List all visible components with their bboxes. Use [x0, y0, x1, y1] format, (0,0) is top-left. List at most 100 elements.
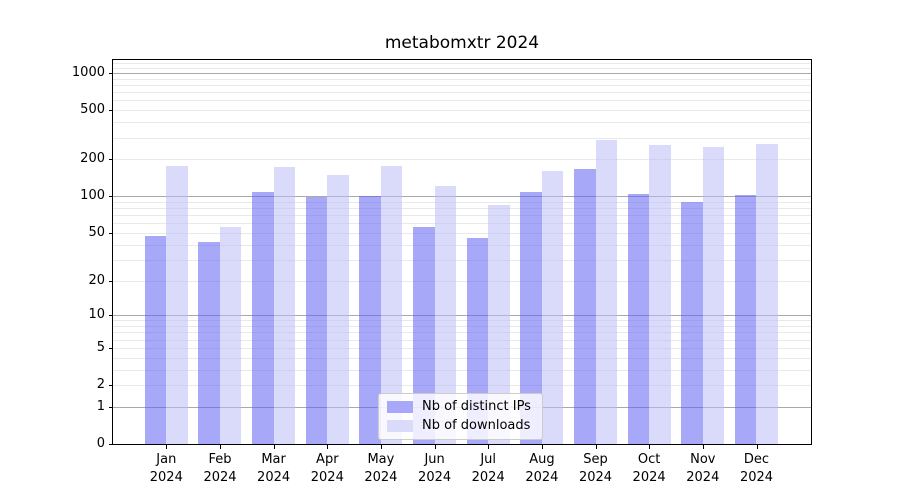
gridline	[113, 122, 811, 124]
x-tick-mark	[488, 445, 490, 449]
x-tick-month: Apr	[316, 452, 339, 467]
legend: Nb of distinct IPs Nb of downloads	[378, 393, 543, 440]
x-tick-label: Jul 2024	[456, 451, 520, 486]
x-tick-mark	[434, 445, 436, 449]
gridline	[113, 196, 811, 198]
y-tick-mark	[109, 196, 113, 198]
x-tick-month: May	[367, 452, 395, 467]
bar-nb-of-downloads-mar	[273, 166, 296, 444]
legend-item-downloads: Nb of downloads	[387, 418, 531, 433]
x-tick-label: Sep 2024	[564, 451, 628, 486]
y-tick-label: 0	[96, 436, 105, 451]
legend-label: Nb of downloads	[422, 418, 531, 433]
bar-nb-of-downloads-oct	[649, 144, 671, 444]
x-tick-label: Jun 2024	[403, 451, 467, 486]
x-tick-month: Oct	[637, 452, 661, 467]
x-tick-month: Dec	[743, 452, 770, 467]
y-tick-mark	[109, 280, 113, 282]
x-tick-label: Dec 2024	[725, 451, 789, 486]
bar-nb-of-distinct-ips-mar	[252, 192, 274, 444]
x-tick-year: 2024	[149, 469, 183, 485]
y-tick-mark	[109, 444, 113, 445]
bar-nb-of-downloads-sep	[595, 139, 617, 444]
x-tick-month: Mar	[261, 452, 286, 467]
bar-nb-of-downloads-jun	[434, 186, 457, 444]
bar-nb-of-distinct-ips-sep	[574, 168, 596, 444]
x-tick-month: Jul	[480, 452, 497, 467]
x-tick-mark	[756, 445, 758, 449]
y-tick-label: 1	[96, 398, 105, 414]
x-tick-year: 2024	[418, 469, 452, 485]
y-tick-mark	[109, 73, 113, 74]
gridline	[113, 100, 811, 102]
bar-nb-of-distinct-ips-nov	[681, 201, 703, 444]
bar-nb-of-distinct-ips-aug	[520, 192, 542, 444]
bar-nb-of-distinct-ips-dec	[734, 194, 757, 444]
x-tick-label: Oct 2024	[617, 451, 681, 486]
bar-nb-of-downloads-nov	[702, 146, 725, 444]
y-tick-label: 20	[88, 272, 105, 288]
x-tick-year: 2024	[686, 469, 720, 485]
x-tick-mark	[702, 445, 704, 449]
y-tick-mark	[109, 159, 113, 161]
gridline	[113, 339, 811, 341]
x-tick-year: 2024	[257, 469, 291, 485]
y-tick-mark	[109, 315, 113, 317]
gridline	[113, 259, 811, 261]
x-tick-month: Nov	[690, 452, 716, 467]
x-tick-month: Aug	[529, 452, 555, 467]
gridline	[113, 78, 811, 80]
x-tick-month: Sep	[583, 452, 608, 467]
gridline	[113, 92, 811, 94]
y-tick-label: 2	[96, 377, 105, 392]
legend-swatch-distinct-ips-icon	[387, 400, 413, 413]
gridline	[113, 326, 811, 327]
x-tick-label: Feb 2024	[188, 451, 252, 486]
gridline	[113, 110, 811, 112]
y-tick-mark	[109, 406, 113, 408]
x-tick-label: May 2024	[349, 451, 413, 486]
bar-nb-of-distinct-ips-jan	[144, 236, 167, 444]
bar-nb-of-distinct-ips-jul	[466, 238, 489, 444]
y-tick-label: 50	[88, 224, 105, 240]
gridline	[113, 369, 811, 371]
bar-nb-of-distinct-ips-oct	[627, 193, 650, 444]
x-tick-mark	[380, 445, 382, 449]
gridline	[113, 137, 811, 139]
x-tick-mark	[220, 445, 221, 449]
gridline	[113, 232, 811, 234]
bar-nb-of-distinct-ips-may	[359, 196, 381, 444]
y-tick-label: 100	[80, 188, 105, 204]
plot-area	[112, 59, 812, 445]
x-tick-label: Jan 2024	[134, 451, 198, 486]
x-tick-year: 2024	[310, 469, 344, 485]
x-tick-year: 2024	[203, 469, 237, 485]
gridline	[113, 201, 811, 203]
gridline	[113, 357, 811, 359]
gridline	[113, 67, 811, 69]
bar-nb-of-distinct-ips-feb	[198, 242, 220, 444]
x-tick-month: Feb	[208, 452, 232, 467]
y-tick-mark	[109, 385, 113, 386]
x-tick-mark	[595, 445, 597, 449]
x-tick-label: Nov 2024	[671, 451, 735, 486]
bar-nb-of-distinct-ips-jun	[413, 226, 435, 444]
bar-nb-of-downloads-aug	[541, 170, 564, 444]
x-tick-year: 2024	[525, 469, 559, 485]
x-tick-mark	[273, 445, 275, 449]
y-tick-mark	[109, 110, 113, 112]
y-tick-label: 200	[80, 151, 105, 167]
x-tick-year: 2024	[578, 469, 613, 485]
bar-nb-of-distinct-ips-apr	[305, 197, 328, 444]
x-tick-mark	[327, 445, 329, 449]
gridline	[113, 223, 811, 225]
y-tick-label: 500	[80, 102, 105, 118]
x-tick-year: 2024	[739, 469, 774, 485]
x-tick-year: 2024	[364, 469, 398, 485]
gridline	[113, 244, 811, 246]
gridline	[113, 385, 811, 386]
x-tick-month: Jan	[156, 452, 177, 467]
gridline	[113, 332, 811, 334]
x-tick-label: Mar 2024	[242, 451, 306, 486]
bar-nb-of-downloads-dec	[756, 143, 778, 444]
